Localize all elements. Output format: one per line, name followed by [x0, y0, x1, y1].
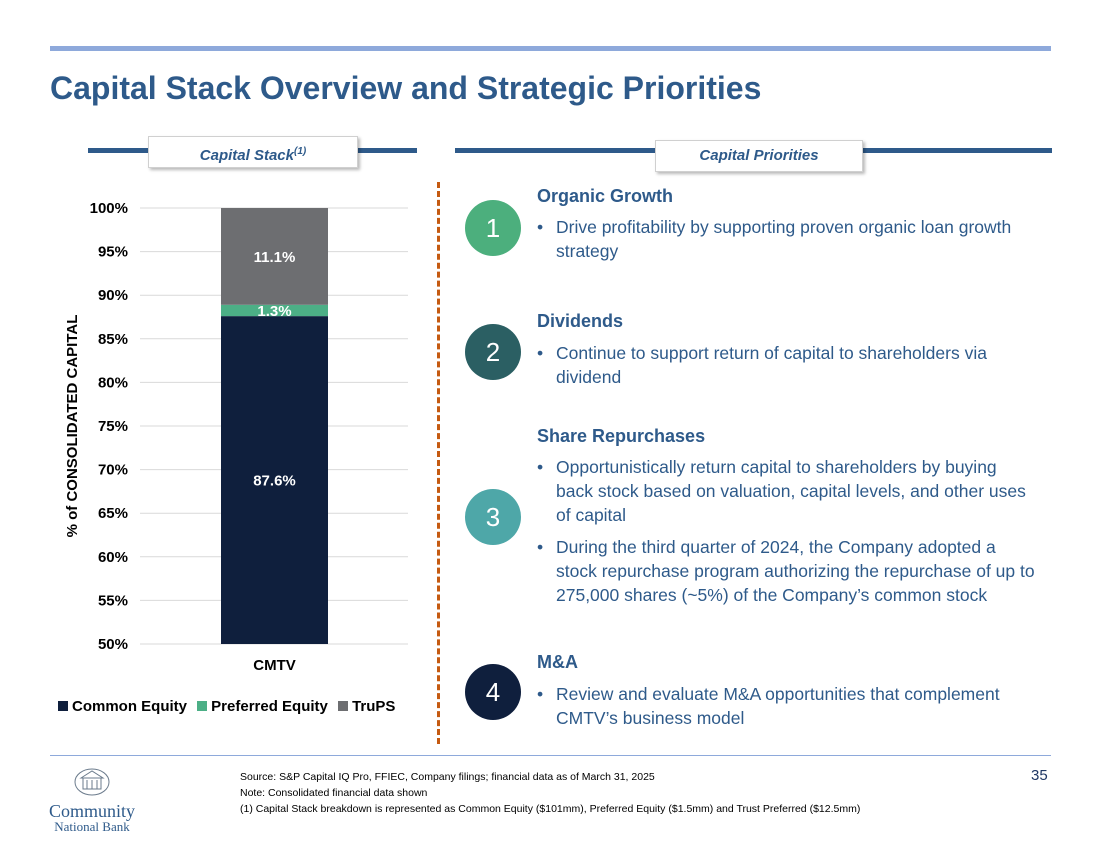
priority-3-bullets: Opportunistically return capital to shar… — [537, 455, 1037, 615]
y-tick-label: 100% — [90, 200, 128, 217]
data-label: 11.1% — [254, 249, 296, 266]
legend-swatch-trups — [338, 701, 349, 711]
priority-4-title: M&A — [537, 652, 578, 672]
legend-item-preferred-equity: Preferred Equity — [197, 698, 328, 715]
priority-3-bullet: Opportunistically return capital to shar… — [537, 455, 1037, 527]
capital-priorities-header: Capital Priorities — [655, 140, 863, 172]
legend-label-common-equity: Common Equity — [72, 698, 187, 715]
bank-building-icon — [74, 768, 110, 796]
y-tick-label: 80% — [98, 374, 128, 391]
legend-item-common-equity: Common Equity — [58, 698, 187, 715]
y-tick-label: 70% — [98, 462, 128, 479]
y-tick-label: 75% — [98, 418, 128, 435]
priority-2-number-badge: 2 — [465, 324, 521, 380]
data-label: 1.3% — [257, 303, 291, 320]
page-number: 35 — [1031, 767, 1048, 784]
y-tick-label: 65% — [98, 505, 128, 522]
priority-2-bullet: Continue to support return of capital to… — [537, 341, 1037, 389]
capital-stack-header-label: Capital Stack — [199, 147, 294, 164]
column-divider — [437, 182, 440, 744]
legend-label-trups: TruPS — [352, 698, 396, 715]
page-title: Capital Stack Overview and Strategic Pri… — [50, 70, 762, 106]
priority-4-bullet: Review and evaluate M&A opportunities th… — [537, 682, 1037, 730]
priority-4-number-badge: 4 — [465, 664, 521, 720]
capital-priorities-header-label: Capital Priorities — [699, 147, 819, 164]
bar-segment-trups — [221, 208, 328, 305]
priority-1-number-badge: 1 — [465, 200, 521, 256]
priority-4-bullets: Review and evaluate M&A opportunities th… — [537, 682, 1037, 738]
priority-2-title: Dividends — [537, 311, 624, 331]
priority-1-title: Organic Growth — [537, 186, 674, 206]
capital-stack-header: Capital Stack(1) — [148, 136, 358, 168]
y-axis-title: % of CONSOLIDATED CAPITAL — [64, 315, 81, 538]
y-tick-label: 90% — [98, 287, 128, 304]
legend-swatch-preferred-equity — [197, 701, 208, 711]
priority-3-title: Share Repurchases — [537, 426, 706, 446]
logo-line-2: National Bank — [54, 819, 130, 834]
legend-swatch-common-equity — [58, 701, 68, 711]
y-tick-label: 95% — [98, 244, 128, 261]
footer-notes: Source: S&P Capital IQ Pro, FFIEC, Compa… — [240, 769, 860, 817]
priority-3-number-badge: 3 — [465, 489, 521, 545]
footer-source: Source: S&P Capital IQ Pro, FFIEC, Compa… — [240, 771, 655, 783]
y-tick-label: 50% — [98, 636, 128, 653]
y-tick-label: 55% — [98, 592, 128, 609]
footer-footnote: (1) Capital Stack breakdown is represent… — [240, 803, 861, 815]
capital-stack-chart: 50% 55% 60% 65% 70% 75% 80% 85% 90% 95% 100% % of C… — [64, 200, 408, 674]
company-logo: Community National Bank — [42, 766, 142, 834]
top-rule — [50, 46, 1051, 51]
bar-segment-common-equity — [221, 316, 328, 644]
logo-line-1: Community — [48, 801, 135, 821]
y-tick-label: 85% — [98, 331, 128, 348]
legend-label-preferred-equity: Preferred Equity — [211, 698, 328, 715]
footer-rule — [50, 755, 1051, 756]
priority-3-bullet: During the third quarter of 2024, the Co… — [537, 535, 1037, 607]
priority-2-bullets: Continue to support return of capital to… — [537, 341, 1037, 397]
bar-segment-preferred-equity — [221, 304, 328, 317]
priority-1-bullet: Drive profitability by supporting proven… — [537, 215, 1037, 263]
priority-1-bullets: Drive profitability by supporting proven… — [537, 215, 1037, 271]
footer-note: Note: Consolidated financial data shown — [240, 787, 428, 799]
y-tick-label: 60% — [98, 549, 128, 566]
data-label: 87.6% — [253, 473, 296, 490]
chart-legend: Common Equity Preferred Equity TruPS — [58, 698, 401, 715]
capital-stack-footnote-mark: (1) — [293, 146, 307, 157]
x-category-label: CMTV — [253, 657, 296, 674]
legend-item-trups: TruPS — [338, 698, 395, 715]
